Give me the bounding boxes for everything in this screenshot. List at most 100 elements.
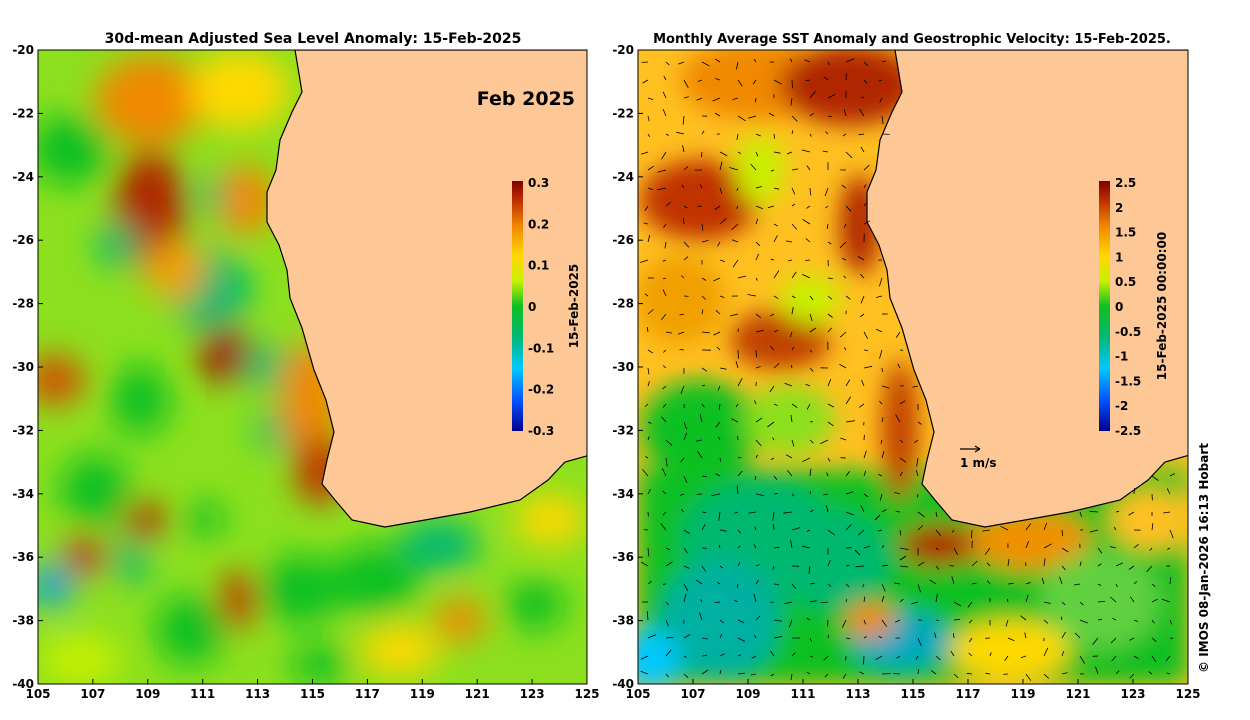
velocity-vector [809,327,817,333]
velocity-vector [701,130,705,135]
velocity-vector [827,583,832,587]
velocity-vector [682,218,685,225]
velocity-vector [802,219,811,225]
velocity-vector [701,524,706,531]
velocity-vector [1061,601,1066,606]
velocity-vector [663,223,667,228]
velocity-vector [683,241,690,248]
velocity-vector [679,313,685,316]
velocity-vector [1043,543,1052,549]
velocity-vector [663,349,667,353]
velocity-vector [737,457,742,459]
velocity-vector [734,599,739,603]
velocity-vector [841,184,847,189]
velocity-vector [751,655,757,659]
velocity-vector [827,313,833,318]
lon-tick-label: 111 [190,687,215,701]
lon-tick-label: 105 [625,687,650,701]
velocity-vector [647,133,650,137]
velocity-vector [665,457,668,467]
velocity-vector [935,511,938,518]
velocity-vector [915,655,919,660]
velocity-vector [881,583,886,592]
velocity-vector [881,417,884,423]
velocity-vector [755,241,761,247]
velocity-vector [661,468,667,477]
velocity-vector [665,601,670,606]
velocity-vector [855,565,865,568]
velocity-vector [755,579,759,585]
velocity-vector [755,564,760,567]
velocity-vector [827,277,833,279]
velocity-vector [1043,558,1046,567]
velocity-vector [1061,650,1065,657]
velocity-vector [783,511,793,514]
velocity-vector [878,635,883,639]
velocity-vector [827,61,830,66]
velocity-vector [753,634,757,639]
velocity-vector [1128,565,1135,570]
velocity-vector [878,473,883,477]
velocity-vector [809,367,814,372]
velocity-vector [683,593,687,603]
velocity-vector [1151,598,1158,603]
velocity-vector [1133,488,1135,495]
velocity-vector [1110,596,1117,603]
velocity-vector [1128,511,1135,516]
velocity-vector [773,636,783,639]
velocity-vector [825,505,829,513]
velocity-vector [665,561,673,567]
velocity-vector [1059,576,1063,585]
velocity-vector [1095,666,1099,675]
velocity-vector [664,241,667,249]
velocity-vector [880,439,883,444]
lat-tick-label: -30 [12,360,34,374]
velocity-vector [665,547,671,551]
velocity-vector [769,385,775,393]
velocity-vector [827,295,833,300]
velocity-vector [809,637,813,642]
velocity-vector [767,421,775,428]
lat-tick-label: -20 [12,43,34,57]
colorbar-tick-label: 0.3 [528,176,549,190]
lon-tick-label: 121 [1065,687,1090,701]
velocity-vector [1161,598,1171,603]
velocity-vector [1079,561,1082,567]
velocity-vector [737,470,743,477]
velocity-vector [701,475,708,478]
velocity-vector [899,471,903,477]
velocity-vector [845,564,850,567]
velocity-vector [701,511,707,514]
velocity-vector [845,420,855,423]
velocity-vector [791,306,794,315]
velocity-vector [1020,655,1027,659]
velocity-vector [896,655,901,659]
velocity-vector [1025,523,1032,531]
velocity-vector [662,259,667,262]
lon-tick-label: 123 [1120,687,1145,701]
sla-map [38,50,587,684]
velocity-vector [701,151,703,158]
velocity-vector [773,546,780,549]
velocity-vector [859,313,865,318]
velocity-vector [862,583,865,588]
colorbar-tick-label: -0.1 [528,341,554,355]
velocity-vector [1004,655,1009,661]
velocity-vector [715,58,721,63]
velocity-vector [1169,473,1175,477]
velocity-vector [809,439,814,444]
velocity-vector [881,619,888,627]
velocity-vector [899,400,906,405]
velocity-vector [1133,543,1139,549]
lon-tick-label: 115 [900,687,925,701]
velocity-vector [791,295,796,299]
velocity-vector [860,505,865,513]
velocity-vector [893,673,901,675]
velocity-vector [718,544,721,549]
velocity-vector [646,611,649,621]
velocity-vector [737,654,741,657]
credit-text: © IMOS 08-Jan-2026 16:13 Hobart [1197,443,1211,673]
velocity-vector [717,385,721,391]
velocity-vector [755,329,764,333]
velocity-vector [917,525,924,531]
